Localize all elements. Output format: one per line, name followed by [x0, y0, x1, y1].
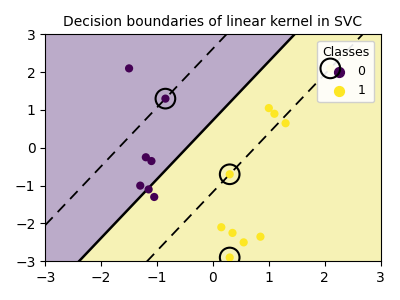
- Point: [146, 187, 152, 192]
- Point: [126, 66, 132, 71]
- Point: [143, 155, 149, 160]
- Point: [226, 255, 233, 260]
- Point: [266, 106, 272, 110]
- Point: [226, 172, 233, 177]
- Point: [151, 195, 158, 200]
- Point: [218, 225, 224, 230]
- Title: Decision boundaries of linear kernel in SVC: Decision boundaries of linear kernel in …: [63, 15, 362, 29]
- Point: [226, 172, 233, 177]
- Point: [148, 159, 155, 164]
- Point: [162, 96, 169, 101]
- Point: [282, 121, 289, 126]
- Point: [137, 183, 144, 188]
- Point: [162, 96, 169, 101]
- Point: [257, 234, 264, 239]
- Legend: 0, 1: 0, 1: [317, 40, 374, 102]
- Point: [226, 255, 233, 260]
- Point: [271, 111, 278, 116]
- Point: [240, 240, 247, 245]
- Point: [327, 66, 334, 71]
- Point: [327, 66, 334, 71]
- Point: [229, 230, 236, 235]
